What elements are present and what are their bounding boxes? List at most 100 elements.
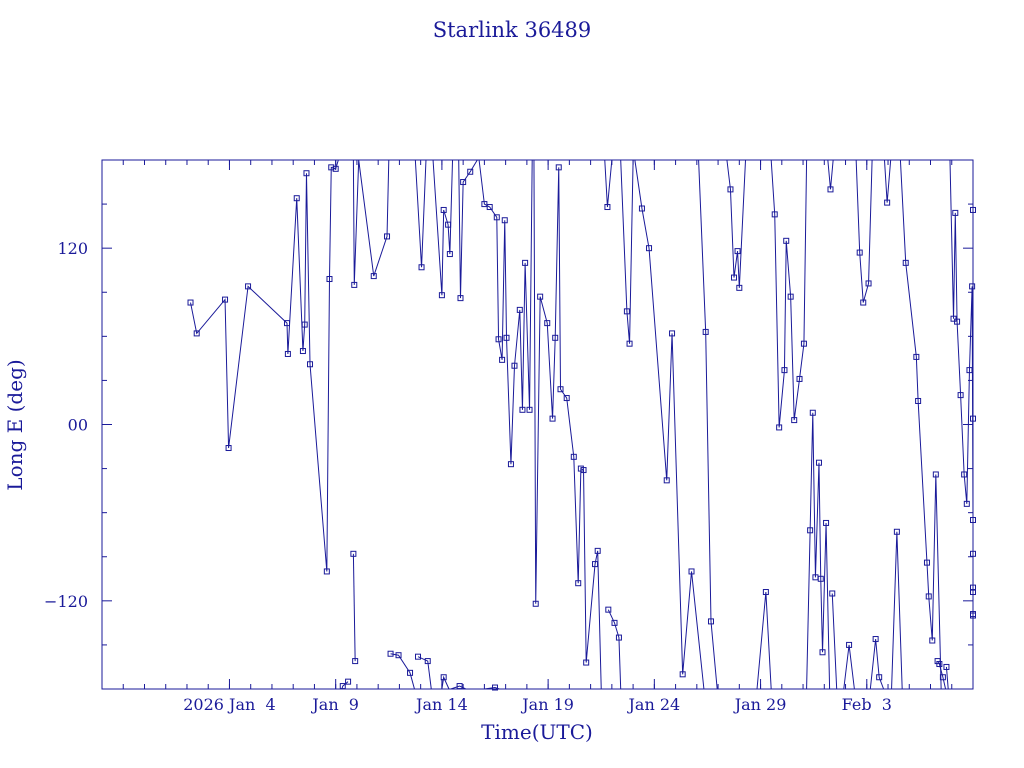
data-point bbox=[495, 336, 502, 343]
axis-ticks: 2026 Jan 4 Jan 9 Jan 14 Jan 19 Jan 24 Jan 29 F… bbox=[44, 159, 974, 714]
series-line bbox=[620, 159, 634, 344]
series-line bbox=[843, 644, 855, 690]
data-point bbox=[549, 415, 556, 422]
data-point bbox=[771, 211, 778, 218]
data-point bbox=[734, 248, 741, 255]
data-point bbox=[457, 295, 464, 302]
data-point bbox=[580, 467, 587, 474]
data-point bbox=[555, 164, 562, 171]
data-point bbox=[970, 550, 976, 557]
data-point bbox=[932, 471, 939, 478]
x-tick-label: Jan 9 bbox=[310, 695, 359, 714]
series-line bbox=[450, 685, 467, 690]
x-tick-label: Jan 19 bbox=[520, 695, 574, 714]
data-point bbox=[961, 471, 968, 478]
data-point bbox=[507, 461, 514, 468]
data-point bbox=[679, 671, 686, 678]
data-point bbox=[604, 204, 611, 211]
data-point bbox=[440, 674, 447, 681]
series-line bbox=[869, 638, 885, 690]
series-line bbox=[432, 159, 478, 299]
data-point bbox=[351, 281, 358, 288]
series-line bbox=[441, 675, 450, 690]
data-point bbox=[438, 292, 445, 299]
data-point bbox=[776, 424, 783, 431]
series-line bbox=[341, 681, 349, 690]
data-point bbox=[787, 293, 794, 300]
series-line bbox=[806, 412, 831, 690]
x-axis-label: Time(UTC) bbox=[481, 720, 593, 744]
data-point bbox=[326, 276, 333, 283]
data-point bbox=[552, 334, 559, 341]
data-point bbox=[418, 264, 425, 271]
data-point bbox=[829, 590, 836, 597]
series-group bbox=[187, 159, 976, 691]
data-point bbox=[299, 348, 306, 355]
data-point bbox=[925, 593, 932, 600]
x-tick-label: Jan 14 bbox=[414, 695, 468, 714]
data-point bbox=[669, 330, 676, 337]
data-point bbox=[570, 453, 577, 460]
data-point bbox=[800, 340, 807, 347]
data-point bbox=[486, 204, 493, 211]
data-point bbox=[187, 299, 194, 306]
data-point bbox=[902, 259, 909, 266]
y-axis-label: Long E (deg) bbox=[3, 359, 27, 490]
data-point bbox=[516, 306, 523, 313]
series-line bbox=[390, 653, 415, 690]
data-point bbox=[969, 283, 976, 290]
series-line bbox=[414, 159, 427, 268]
data-point bbox=[827, 186, 834, 193]
data-point bbox=[328, 164, 335, 171]
data-point bbox=[872, 636, 879, 643]
data-point bbox=[424, 658, 431, 665]
plot-frame bbox=[101, 159, 974, 690]
y-tick-label: −120 bbox=[44, 592, 88, 611]
data-point bbox=[293, 195, 300, 202]
data-point bbox=[646, 245, 653, 252]
data-point bbox=[970, 589, 976, 596]
data-point bbox=[303, 170, 310, 177]
x-tick-label: 2026 Jan 4 bbox=[183, 695, 275, 714]
data-point bbox=[415, 653, 422, 660]
data-point bbox=[893, 528, 900, 535]
data-point bbox=[707, 618, 714, 625]
y-tick-label: 00 bbox=[68, 416, 88, 435]
data-point bbox=[605, 606, 612, 613]
data-point bbox=[307, 361, 314, 368]
data-point bbox=[688, 568, 695, 575]
data-point bbox=[736, 284, 743, 291]
data-point bbox=[781, 367, 788, 374]
data-point bbox=[865, 280, 872, 287]
data-point bbox=[791, 417, 798, 424]
data-point bbox=[283, 320, 290, 327]
data-point bbox=[519, 406, 526, 413]
data-point bbox=[957, 392, 964, 399]
data-point bbox=[193, 330, 200, 337]
series-line bbox=[417, 656, 432, 690]
data-point bbox=[537, 293, 544, 300]
data-point bbox=[511, 362, 518, 369]
series-line bbox=[698, 159, 718, 690]
data-point bbox=[809, 409, 816, 416]
data-point bbox=[526, 406, 533, 413]
data-point bbox=[731, 274, 738, 281]
data-point bbox=[446, 251, 453, 258]
data-point bbox=[626, 340, 633, 347]
data-point bbox=[563, 395, 570, 402]
data-point bbox=[876, 674, 883, 681]
data-point bbox=[557, 386, 564, 393]
data-point bbox=[493, 214, 500, 221]
chart-title: Starlink 36489 bbox=[433, 18, 592, 42]
series-line bbox=[756, 591, 772, 690]
series-line bbox=[634, 159, 705, 690]
data-point bbox=[503, 334, 510, 341]
data-point bbox=[544, 320, 551, 327]
data-point bbox=[966, 367, 973, 374]
data-point bbox=[592, 561, 599, 568]
data-point bbox=[222, 296, 229, 303]
data-point bbox=[225, 445, 232, 452]
data-point bbox=[501, 217, 508, 224]
data-point bbox=[727, 186, 734, 193]
